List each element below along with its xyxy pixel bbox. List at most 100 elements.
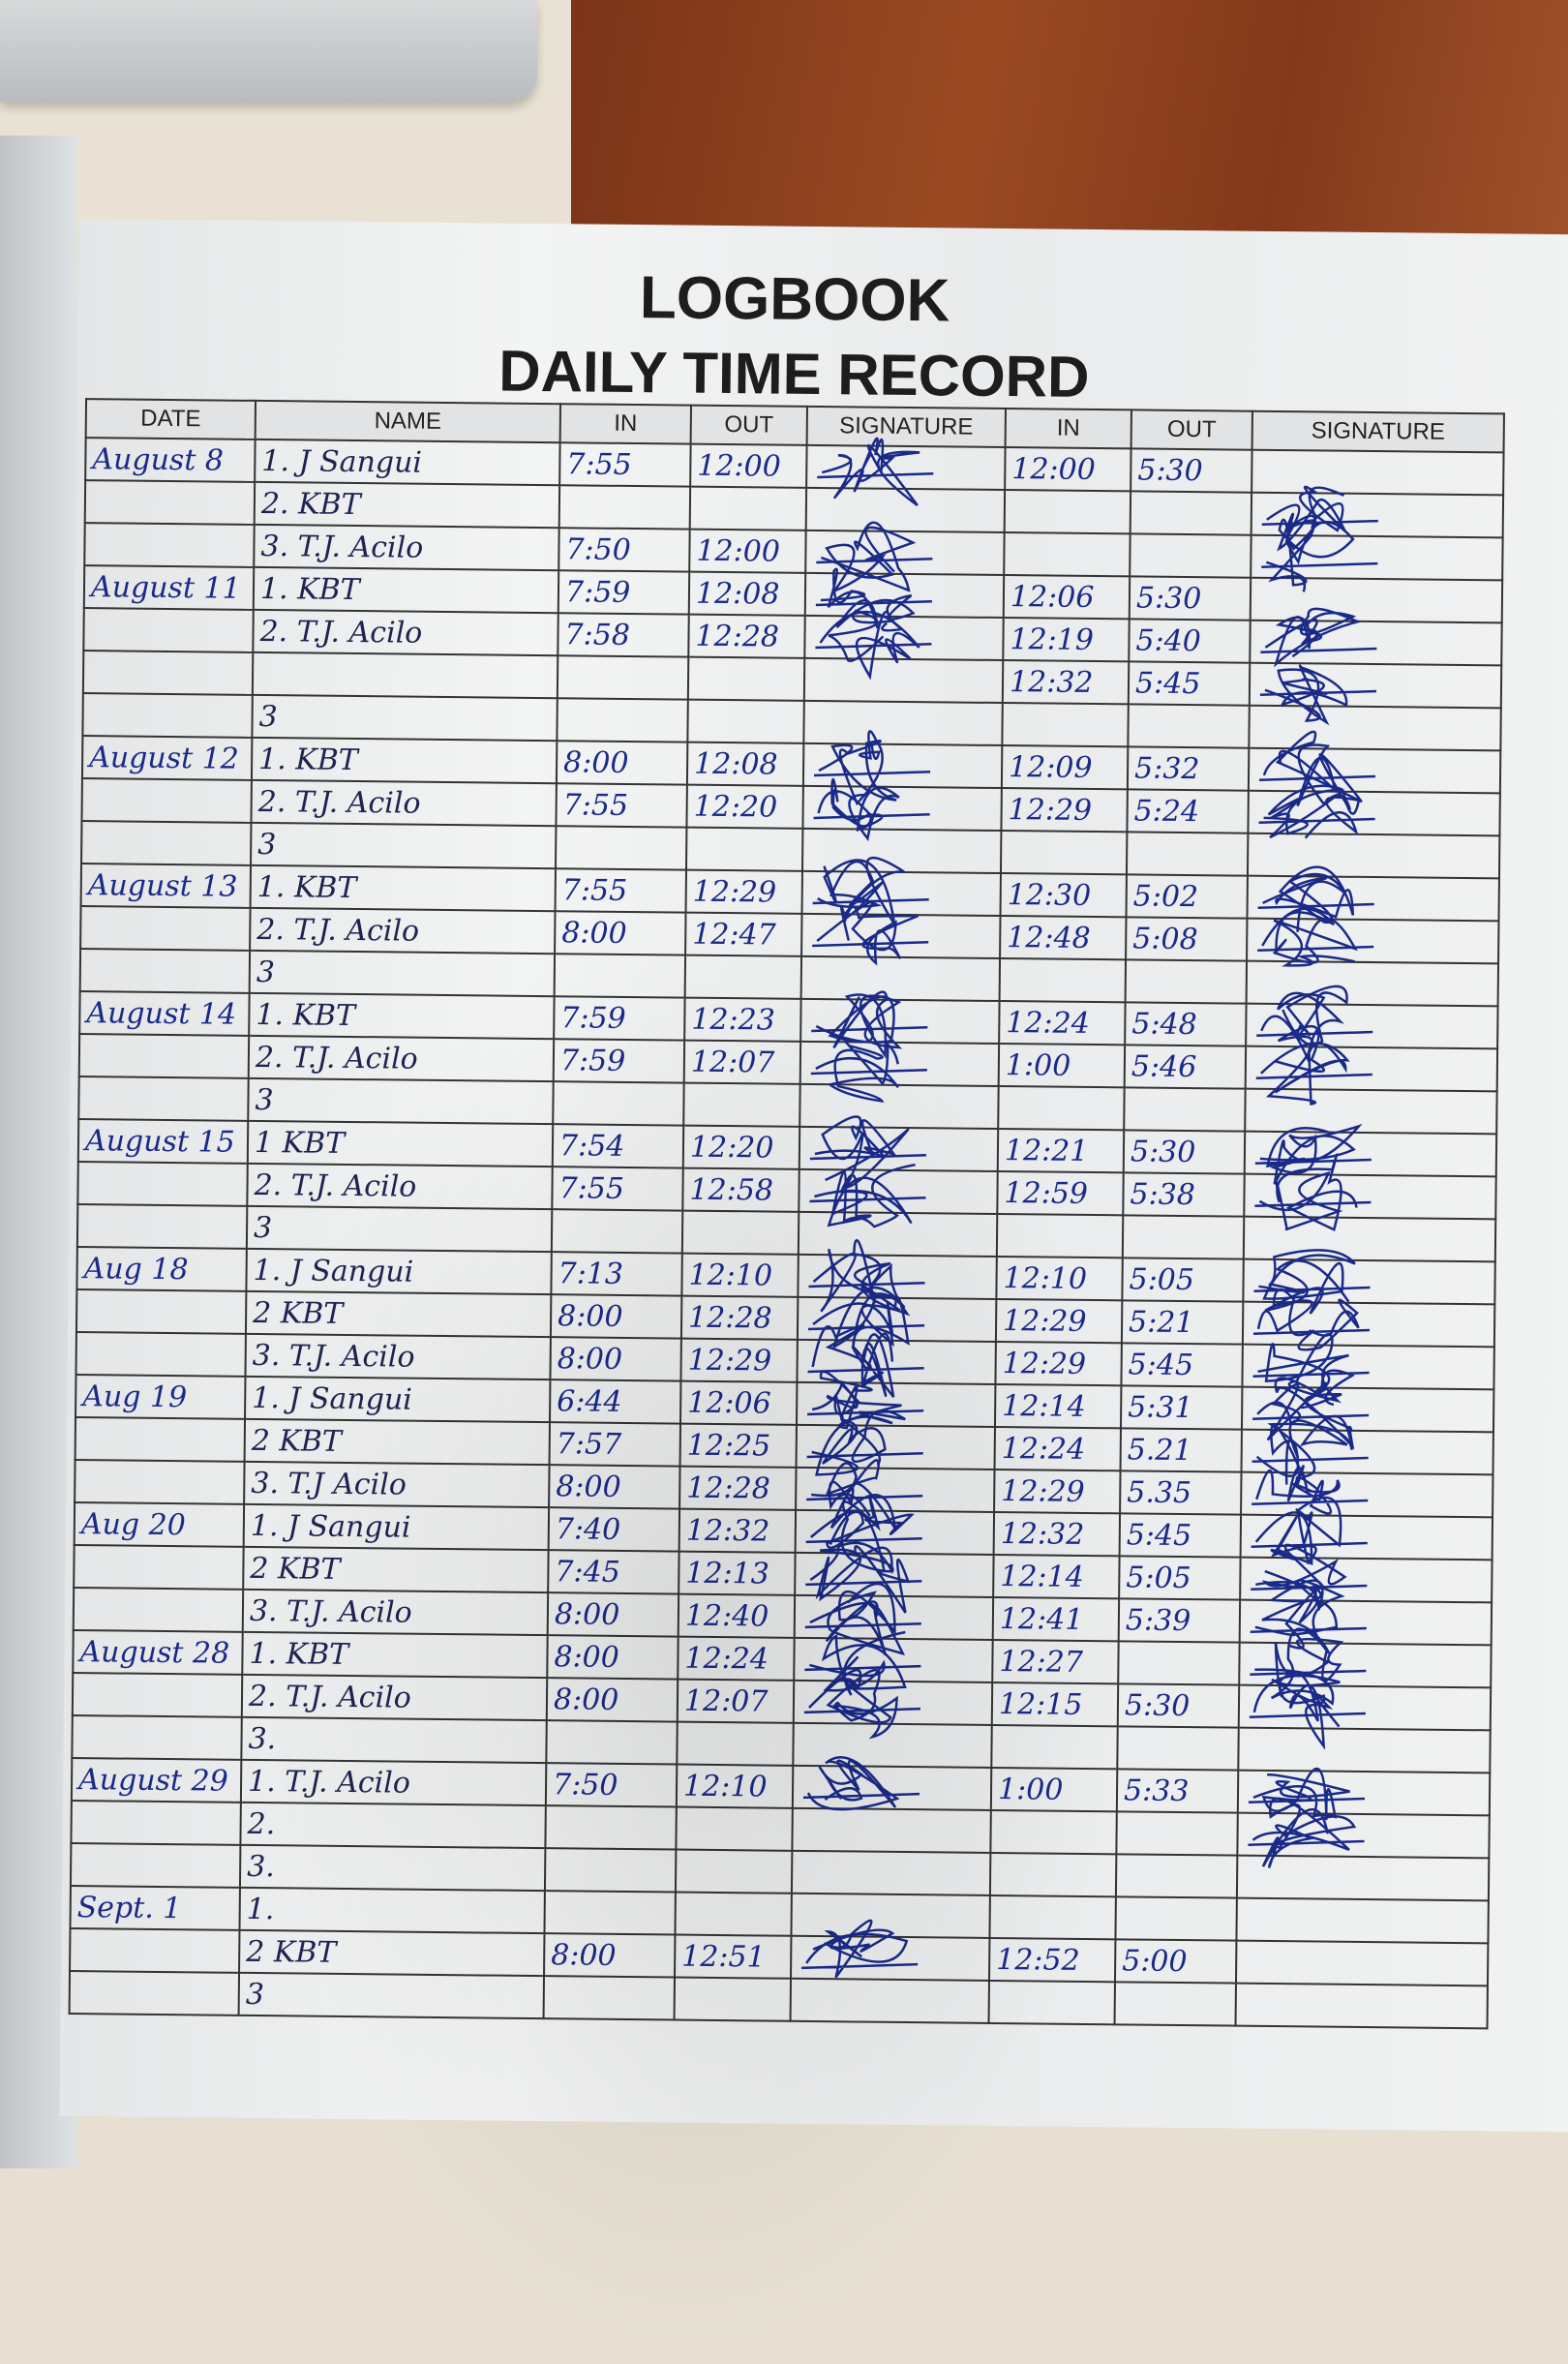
date-cell — [74, 1545, 244, 1590]
date-cell — [81, 778, 252, 823]
am-in-cell — [544, 1848, 677, 1893]
pm-signature-cell — [1242, 1288, 1495, 1351]
table-row: 2. T.J. Acilo 7:58 12:28 12:19 5:40 — [83, 607, 1502, 681]
date-cell — [69, 1970, 240, 2015]
name-cell: 2. KBT — [254, 481, 560, 529]
pm-in-cell: 12:29 — [1001, 788, 1128, 833]
date-cell — [73, 1588, 244, 1632]
am-signature-cell — [791, 1850, 991, 1895]
pm-out-cell: 5:30 — [1123, 1130, 1246, 1174]
am-in-cell: 8:00 — [556, 741, 688, 785]
table-row: 3. T.J Acilo 8:00 12:28 12:29 5.35 — [75, 1459, 1493, 1530]
am-out-cell — [677, 1721, 794, 1766]
pm-out-cell — [1128, 704, 1250, 748]
pm-out-cell: 5:24 — [1127, 789, 1249, 833]
keyboard — [0, 0, 537, 102]
am-signature-cell — [794, 1582, 994, 1656]
signature-scribble — [801, 1919, 919, 1979]
table-row: Aug 19 1. J Sangui 6:44 12:06 12:14 5:31 — [75, 1370, 1494, 1450]
am-in-cell: 8:00 — [555, 911, 686, 955]
am-signature-cell — [804, 609, 1004, 681]
pm-in-cell: 12:41 — [992, 1596, 1120, 1642]
am-out-cell — [676, 1806, 793, 1851]
pm-in-cell: 12:32 — [1002, 660, 1130, 705]
table-row: 2 KBT 8:00 12:51 12:52 5:00 — [70, 1919, 1489, 1986]
pm-in-cell: 12:24 — [994, 1426, 1121, 1471]
table-row: 2 KBT 7:45 12:13 12:14 5:05 — [74, 1541, 1493, 1614]
pm-in-cell — [1004, 490, 1131, 534]
date-cell: August 13 — [80, 864, 252, 908]
pm-out-cell: 5:45 — [1119, 1513, 1242, 1558]
name-cell: 1. KBT — [251, 737, 558, 784]
name-cell: 2 KBT — [245, 1290, 552, 1338]
name-cell: 2. T.J. Acilo — [241, 1674, 548, 1721]
date-cell — [84, 480, 256, 525]
am-signature-cell — [799, 1040, 1000, 1104]
signature-scribble — [816, 521, 933, 594]
signature-scribble — [1257, 865, 1374, 932]
date-cell — [80, 906, 251, 951]
signature-scribble — [807, 1323, 924, 1398]
name-cell: 2 KBT — [244, 1418, 551, 1466]
name-cell: 3 — [252, 694, 558, 742]
signature-scribble — [1253, 1249, 1371, 1315]
am-out-cell: 12:29 — [685, 869, 802, 914]
signature-scribble — [1258, 784, 1375, 839]
am-signature-cell — [794, 1630, 993, 1696]
pm-in-cell — [1000, 831, 1128, 875]
signature-scribble — [804, 1582, 921, 1656]
am-out-cell: 12:29 — [680, 1338, 798, 1382]
pm-out-cell — [1115, 1896, 1237, 1941]
am-in-cell: 8:00 — [546, 1678, 678, 1722]
header-date: DATE — [85, 399, 256, 439]
am-out-cell: 12:20 — [682, 1125, 800, 1169]
pm-in-cell — [988, 1980, 1115, 2025]
pm-out-cell — [1116, 1811, 1238, 1856]
pm-in-cell: 12:59 — [997, 1170, 1124, 1216]
date-cell — [83, 608, 254, 652]
am-out-cell: 12:07 — [683, 1040, 801, 1084]
name-cell: 2. T.J. Acilo — [250, 907, 556, 955]
am-in-cell — [543, 1976, 676, 2020]
pm-signature-cell — [1241, 1414, 1493, 1485]
pm-signature-cell — [1247, 907, 1499, 967]
header-pm-in: IN — [1005, 409, 1131, 449]
pm-out-cell: 5:45 — [1121, 1343, 1243, 1387]
name-cell: 2 KBT — [243, 1546, 549, 1593]
pm-in-cell: 1:00 — [990, 1767, 1118, 1812]
name-cell: 2. T.J. Acilo — [247, 1163, 553, 1210]
am-in-cell: 7:59 — [554, 996, 685, 1041]
am-out-cell: 12:10 — [676, 1764, 794, 1808]
pm-out-cell — [1130, 533, 1251, 578]
pm-out-cell — [1118, 1641, 1240, 1685]
am-signature-cell — [800, 990, 1000, 1059]
am-out-cell: 12:47 — [685, 912, 802, 956]
pm-signature-cell — [1242, 1333, 1494, 1407]
pm-out-cell: 5:32 — [1127, 746, 1250, 791]
signature-scribble — [804, 1630, 921, 1696]
am-in-cell: 8:00 — [544, 1933, 676, 1978]
signature-scribble — [806, 1409, 923, 1476]
am-signature-cell — [801, 900, 1001, 966]
table-row: 2. T.J. Acilo 7:55 12:58 12:59 5:38 — [77, 1153, 1496, 1231]
signature-scribble — [805, 1497, 922, 1573]
name-cell: 2. — [240, 1802, 546, 1849]
signature-scribble — [803, 1668, 920, 1740]
am-in-cell — [546, 1720, 678, 1765]
am-out-cell: 12:20 — [686, 784, 803, 829]
pm-signature-cell — [1244, 1123, 1497, 1185]
signature-scribble — [1254, 1153, 1372, 1231]
pm-out-cell: 5:40 — [1129, 619, 1251, 663]
pm-signature-cell — [1240, 1543, 1493, 1611]
pm-signature-cell — [1250, 607, 1502, 668]
am-out-cell: 12:08 — [686, 742, 804, 786]
am-signature-cell — [795, 1541, 994, 1614]
date-cell — [81, 821, 252, 865]
am-in-cell: 7:55 — [559, 442, 691, 487]
am-signature-cell — [795, 1497, 995, 1573]
signature-scribble — [1255, 1024, 1372, 1106]
am-signature-cell — [804, 567, 1005, 632]
pm-in-cell: 12:15 — [991, 1682, 1119, 1727]
table-row: 2. T.J. Acilo 8:00 12:47 12:48 5:08 — [80, 900, 1499, 967]
am-in-cell: 8:00 — [547, 1592, 679, 1637]
